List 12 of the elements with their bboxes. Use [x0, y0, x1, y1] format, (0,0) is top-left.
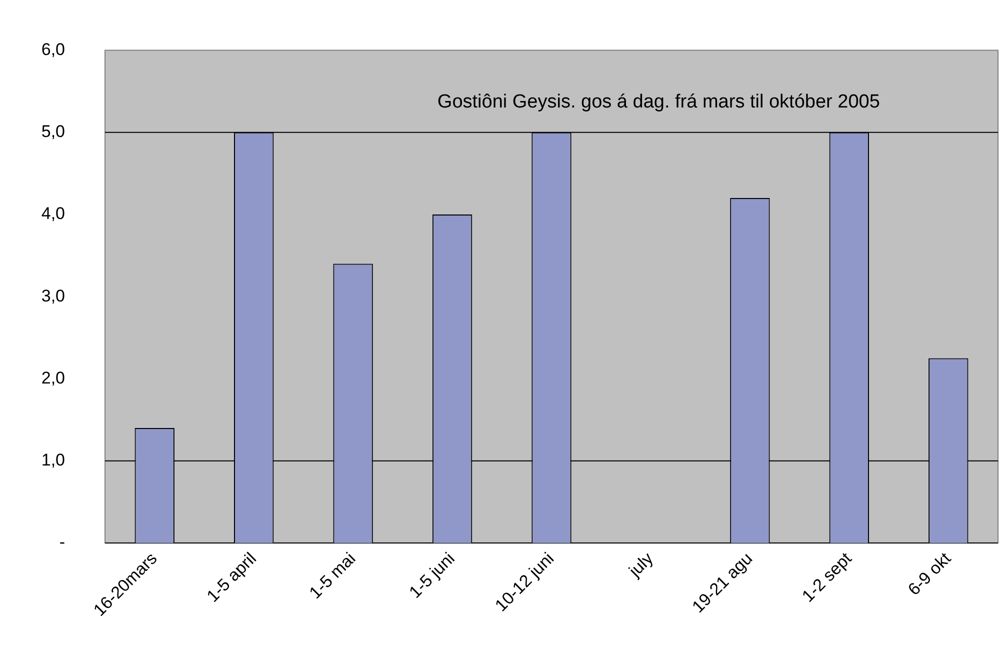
- y-tick-label: 2,0: [41, 368, 65, 388]
- y-tick-label: 3,0: [41, 286, 65, 306]
- y-tick-label: 1,0: [41, 450, 65, 470]
- y-tick-label: 4,0: [41, 204, 65, 224]
- x-tick-label: july: [624, 548, 658, 582]
- x-tick-label: 1-2 sept: [798, 548, 856, 606]
- y-tick-label: -: [59, 532, 65, 552]
- y-tick-label: 6,0: [41, 40, 65, 59]
- text: Gostiôni Geysis. gos á dag. frá mars til október 2005: [437, 91, 880, 112]
- y-tick-label: 5,0: [41, 122, 65, 142]
- x-tick-label: 1-5 mai: [306, 548, 360, 602]
- x-tick-label: 6-9 okt: [904, 548, 955, 600]
